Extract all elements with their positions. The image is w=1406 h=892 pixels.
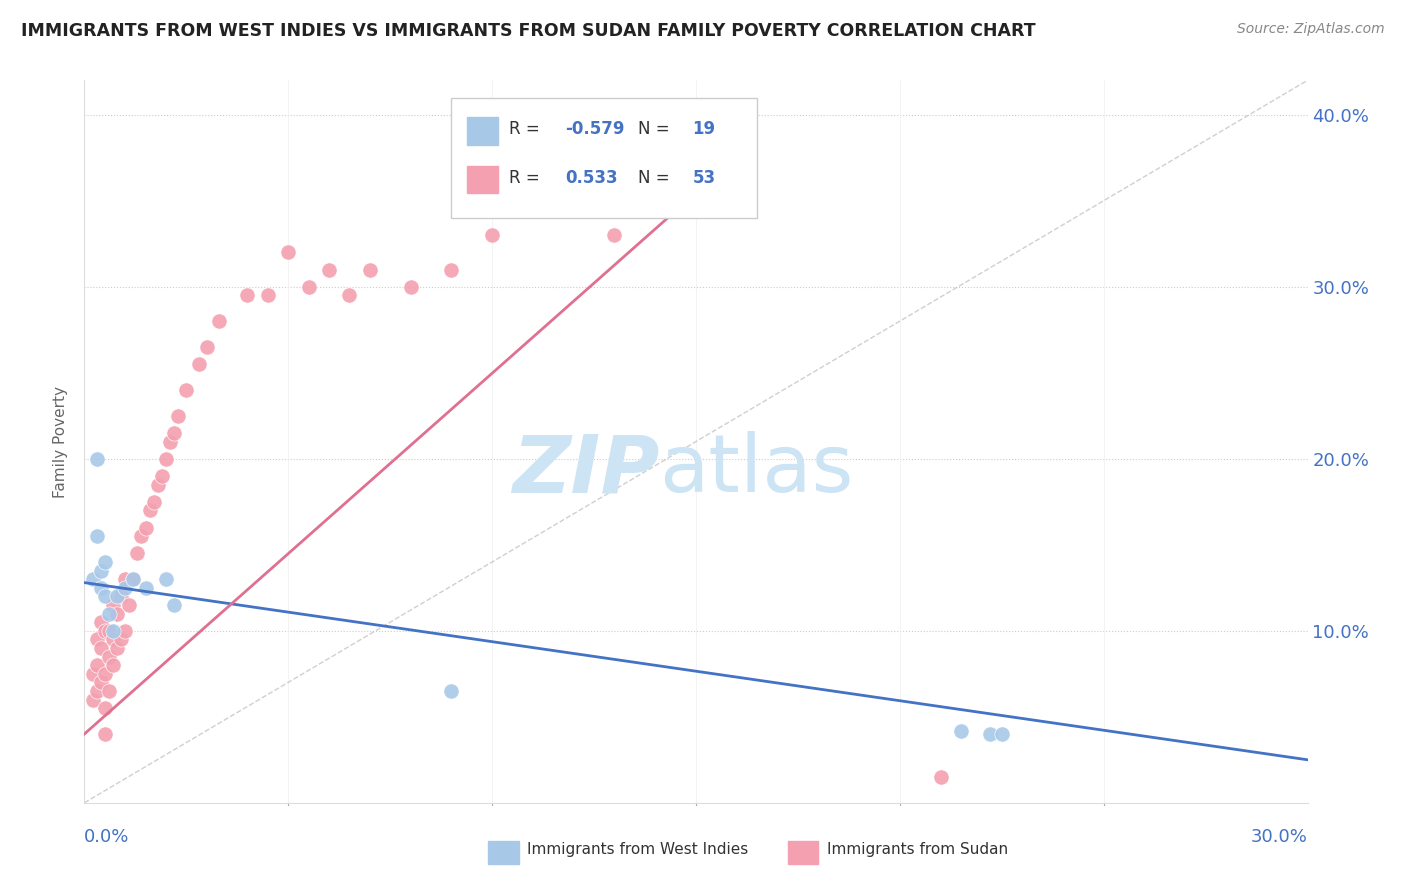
Text: R =: R = — [509, 169, 544, 186]
Point — [114, 581, 136, 595]
Point — [399, 279, 422, 293]
Point — [318, 262, 340, 277]
Text: 30.0%: 30.0% — [1251, 828, 1308, 847]
Point — [90, 581, 112, 595]
Text: 0.533: 0.533 — [565, 169, 617, 186]
Text: Immigrants from Sudan: Immigrants from Sudan — [827, 842, 1008, 857]
Point — [93, 701, 115, 715]
Point — [142, 494, 165, 508]
Point — [105, 590, 128, 604]
Point — [236, 288, 259, 302]
Bar — [467, 166, 498, 193]
Point — [122, 572, 145, 586]
Point — [195, 340, 218, 354]
Point — [110, 632, 132, 647]
Point — [105, 640, 128, 655]
Text: ZIP: ZIP — [512, 432, 659, 509]
Point — [163, 425, 186, 440]
Bar — [467, 117, 498, 145]
Point — [159, 434, 181, 449]
Point — [82, 572, 104, 586]
Point — [440, 684, 463, 698]
Text: 53: 53 — [692, 169, 716, 186]
Text: IMMIGRANTS FROM WEST INDIES VS IMMIGRANTS FROM SUDAN FAMILY POVERTY CORRELATION : IMMIGRANTS FROM WEST INDIES VS IMMIGRANT… — [21, 22, 1036, 40]
Point — [82, 692, 104, 706]
Point — [105, 607, 128, 621]
Bar — [488, 841, 519, 864]
Text: N =: N = — [638, 120, 675, 138]
Point — [101, 624, 124, 638]
Point — [93, 590, 115, 604]
Point — [90, 675, 112, 690]
Point — [277, 245, 299, 260]
Point — [131, 529, 153, 543]
Point — [86, 658, 108, 673]
Point — [93, 666, 115, 681]
Point — [101, 658, 124, 673]
Text: N =: N = — [638, 169, 675, 186]
Text: R =: R = — [509, 120, 544, 138]
Point — [90, 640, 112, 655]
Y-axis label: Family Poverty: Family Poverty — [53, 385, 69, 498]
Text: 19: 19 — [692, 120, 716, 138]
Point — [135, 520, 157, 534]
Point — [101, 598, 124, 612]
Point — [97, 607, 120, 621]
Point — [481, 228, 503, 243]
Text: -0.579: -0.579 — [565, 120, 624, 138]
Point — [339, 288, 361, 302]
Point — [90, 564, 112, 578]
Point — [155, 451, 177, 466]
Point — [163, 598, 186, 612]
Point — [122, 572, 145, 586]
Point — [603, 228, 626, 243]
Point — [97, 684, 120, 698]
Point — [97, 649, 120, 664]
Point — [86, 529, 108, 543]
Point — [359, 262, 381, 277]
Point — [298, 279, 321, 293]
Point — [118, 598, 141, 612]
FancyBboxPatch shape — [451, 98, 758, 218]
Bar — [787, 841, 818, 864]
Point — [155, 572, 177, 586]
Point — [174, 383, 197, 397]
Point — [93, 727, 115, 741]
Point — [86, 632, 108, 647]
Point — [979, 727, 1001, 741]
Text: Immigrants from West Indies: Immigrants from West Indies — [527, 842, 748, 857]
Point — [135, 581, 157, 595]
Point — [90, 615, 112, 630]
Point — [167, 409, 190, 423]
Point — [93, 555, 115, 569]
Text: 0.0%: 0.0% — [84, 828, 129, 847]
Point — [82, 666, 104, 681]
Point — [991, 727, 1014, 741]
Text: atlas: atlas — [659, 432, 853, 509]
Point — [86, 684, 108, 698]
Point — [440, 262, 463, 277]
Point — [114, 624, 136, 638]
Point — [257, 288, 280, 302]
Point — [950, 723, 973, 738]
Point — [150, 469, 173, 483]
Point — [208, 314, 231, 328]
Point — [187, 357, 209, 371]
Point — [110, 590, 132, 604]
Point — [97, 624, 120, 638]
Point — [127, 546, 149, 560]
Point — [146, 477, 169, 491]
Point — [86, 451, 108, 466]
Text: Source: ZipAtlas.com: Source: ZipAtlas.com — [1237, 22, 1385, 37]
Point — [138, 503, 160, 517]
Point — [93, 624, 115, 638]
Point — [929, 770, 952, 784]
Point — [114, 572, 136, 586]
Point — [101, 632, 124, 647]
